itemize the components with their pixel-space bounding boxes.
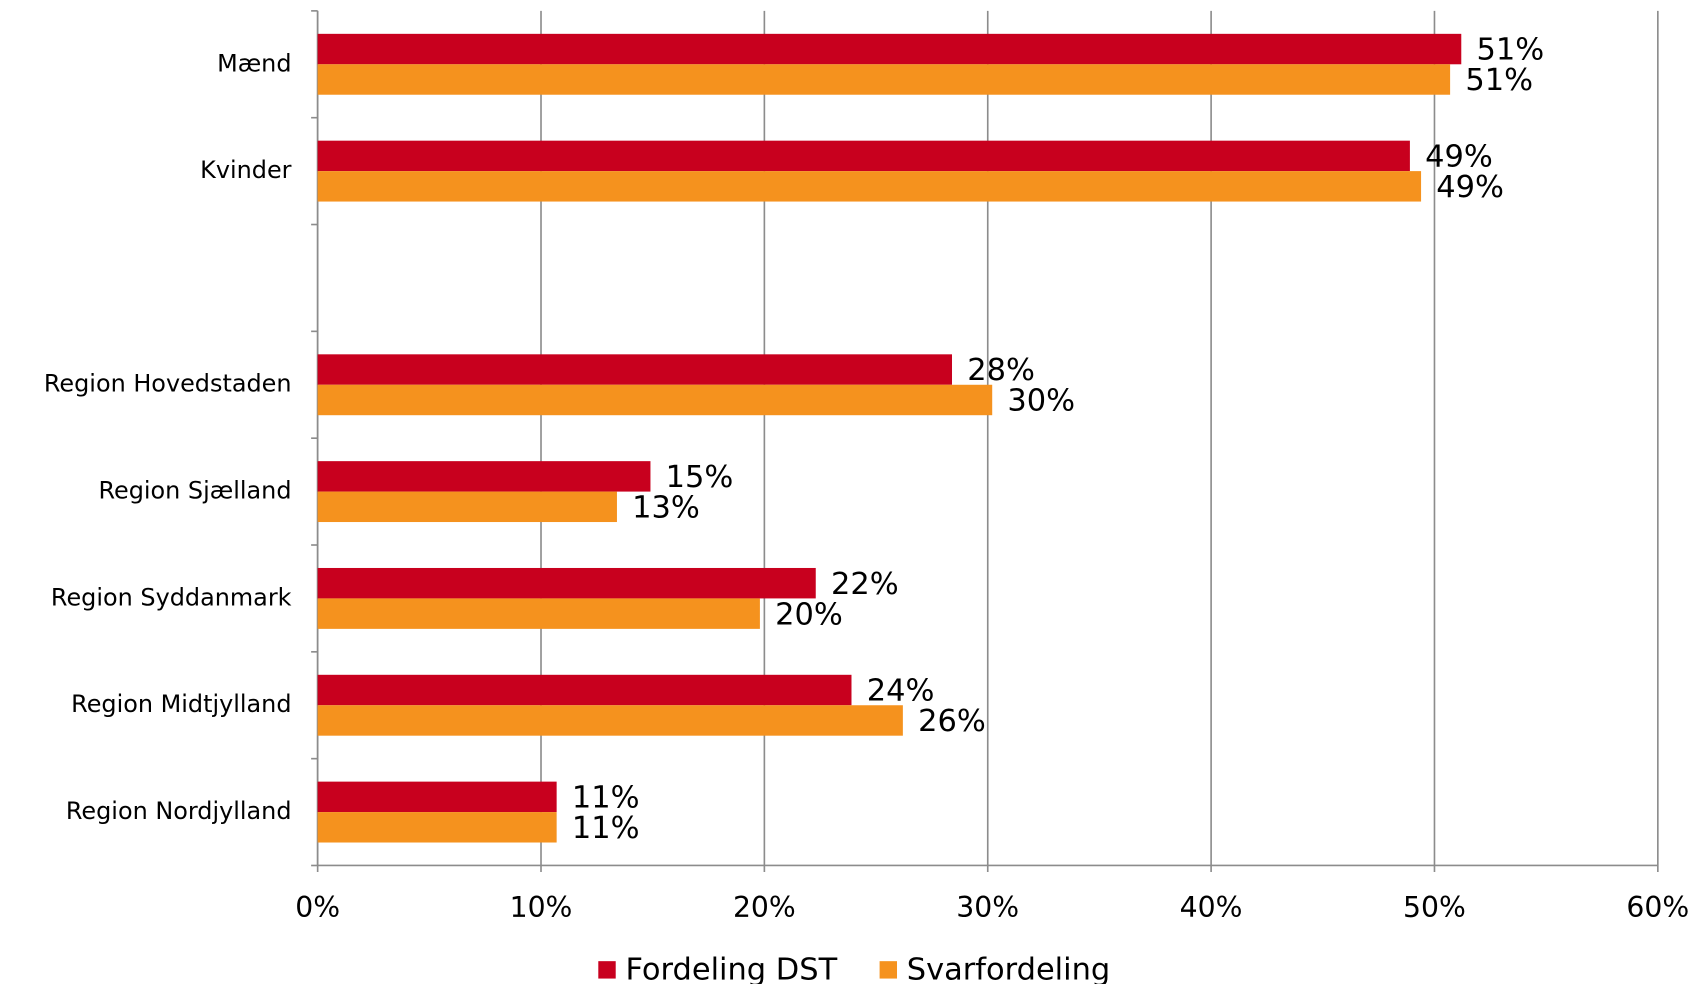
- bar: [317, 171, 1422, 202]
- bar: [317, 705, 903, 736]
- x-tick-label: 50%: [1403, 891, 1466, 924]
- value-label: 15%: [666, 460, 734, 495]
- legend-label: Svarfordeling: [907, 952, 1110, 984]
- value-label: 11%: [572, 781, 640, 816]
- bar: [317, 812, 557, 843]
- value-label: 11%: [572, 811, 640, 846]
- category-label: Region Syddanmark: [51, 583, 292, 611]
- category-label: Kvinder: [200, 156, 292, 184]
- category-label: Mænd: [217, 49, 291, 77]
- value-label: 51%: [1465, 63, 1533, 98]
- value-label: 24%: [867, 674, 935, 709]
- legend-swatch: [598, 961, 616, 979]
- legend-label: Fordeling DST: [625, 952, 837, 984]
- value-label: 13%: [632, 490, 700, 525]
- category-label: Region Midtjylland: [71, 690, 291, 718]
- category-label: Region Sjælland: [98, 477, 291, 505]
- bar: [317, 140, 1410, 172]
- x-tick-label: 30%: [956, 891, 1019, 924]
- category-label: Region Hovedstaden: [44, 370, 292, 398]
- x-tick-label: 10%: [510, 891, 573, 924]
- bar: [317, 674, 852, 706]
- bar: [317, 491, 617, 523]
- value-label: 22%: [831, 567, 899, 602]
- legend-swatch: [879, 961, 898, 979]
- bar: [317, 567, 816, 599]
- value-label: 49%: [1436, 170, 1504, 205]
- bar: [317, 64, 1451, 95]
- x-tick-label: 0%: [295, 891, 340, 924]
- value-label: 51%: [1477, 33, 1545, 68]
- bar: [317, 384, 993, 416]
- x-tick-label: 60%: [1626, 891, 1689, 924]
- value-label: 30%: [1007, 384, 1075, 419]
- bar: [317, 461, 651, 492]
- value-label: 20%: [775, 597, 843, 632]
- x-tick-label: 40%: [1180, 891, 1243, 924]
- bar: [317, 598, 760, 629]
- bar: [317, 781, 557, 813]
- value-label: 49%: [1425, 140, 1493, 175]
- bar: [317, 33, 1462, 65]
- category-label: Region Nordjylland: [66, 797, 292, 825]
- x-tick-label: 20%: [733, 891, 796, 924]
- value-label: 28%: [967, 353, 1035, 388]
- bar: [317, 354, 953, 385]
- value-label: 26%: [918, 704, 986, 739]
